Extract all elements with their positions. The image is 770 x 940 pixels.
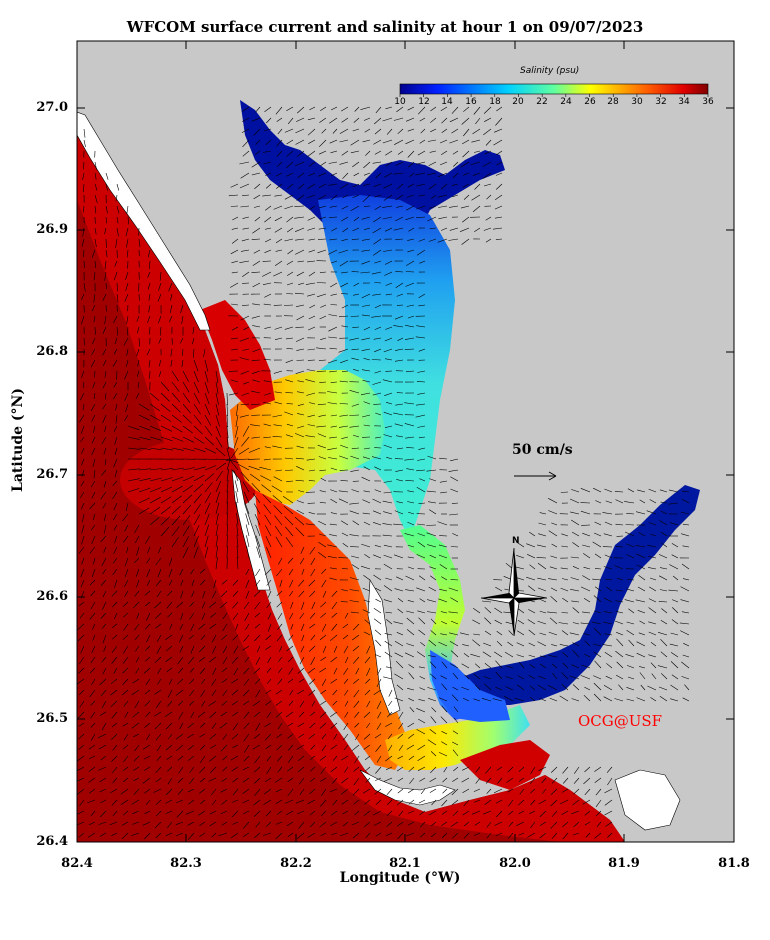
colorbar-tick-label: 10 [390, 97, 410, 107]
credit-label: OCG@USF [578, 712, 662, 730]
scale-vector-label: 50 cm/s [512, 442, 573, 458]
map-title: WFCOM surface current and salinity at ho… [0, 18, 770, 36]
y-tick-label: 26.4 [8, 834, 68, 849]
x-tick-label: 82.4 [47, 856, 107, 871]
colorbar-tick-label: 12 [414, 97, 434, 107]
x-tick-label: 81.8 [704, 856, 764, 871]
colorbar-tick-label: 26 [580, 97, 600, 107]
colorbar-tick-label: 16 [461, 97, 481, 107]
compass-north-label: N [512, 536, 520, 546]
colorbar-tick-label: 20 [508, 97, 528, 107]
colorbar [400, 84, 708, 94]
colorbar-tick-label: 24 [556, 97, 576, 107]
x-tick-label: 82.2 [266, 856, 326, 871]
x-tick-label: 82.3 [156, 856, 216, 871]
x-tick-label: 82.0 [485, 856, 545, 871]
y-tick-label: 26.6 [8, 589, 68, 604]
x-axis-label: Longitude (°W) [330, 870, 470, 886]
y-tick-label: 26.7 [8, 467, 68, 482]
colorbar-tick-label: 30 [627, 97, 647, 107]
colorbar-tick-label: 28 [603, 97, 623, 107]
y-tick-label: 26.8 [8, 344, 68, 359]
y-tick-label: 27.0 [8, 100, 68, 115]
colorbar-tick-label: 32 [651, 97, 671, 107]
colorbar-tick-label: 22 [532, 97, 552, 107]
y-tick-label: 26.9 [8, 222, 68, 237]
y-axis-label: Latitude (°N) [10, 380, 26, 500]
y-tick-label: 26.5 [8, 711, 68, 726]
x-tick-label: 81.9 [594, 856, 654, 871]
colorbar-tick-label: 18 [485, 97, 505, 107]
colorbar-title: Salinity (psu) [520, 66, 579, 76]
colorbar-tick-label: 14 [437, 97, 457, 107]
colorbar-tick-label: 34 [674, 97, 694, 107]
x-tick-label: 82.1 [375, 856, 435, 871]
colorbar-tick-label: 36 [698, 97, 718, 107]
